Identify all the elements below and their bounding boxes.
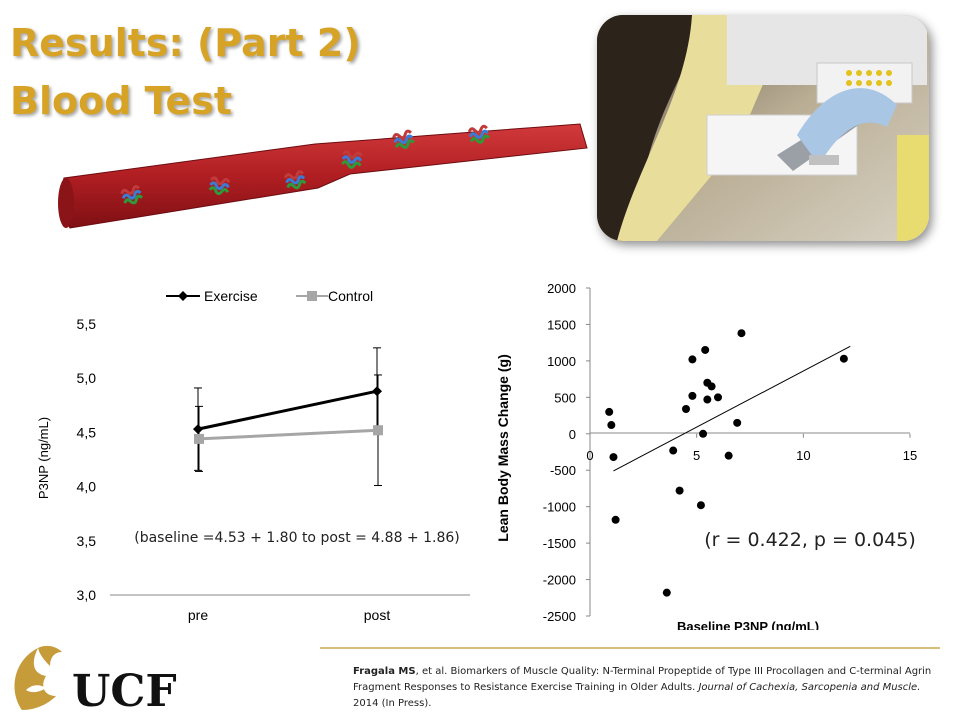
scatter-point (696, 501, 705, 510)
y-tick-label: 0 (569, 427, 576, 442)
scatter-point (669, 446, 678, 455)
scatter-point (675, 486, 684, 495)
trendline (613, 345, 851, 472)
y-tick-label: 1500 (547, 317, 576, 332)
y-tick-label: -2000 (543, 573, 576, 588)
y-tick-label: -500 (550, 463, 576, 478)
y-tick-label: 1000 (547, 354, 576, 369)
x-tick-label: 15 (903, 448, 917, 463)
footer: UCF (14, 645, 940, 717)
scatter-point (707, 382, 716, 391)
y-tick-label: 3,5 (77, 533, 97, 549)
y-tick-label: 4,0 (77, 479, 97, 495)
y-tick-label: 2000 (547, 281, 576, 296)
y-tick-label: 500 (554, 390, 576, 405)
scatter-point (737, 329, 746, 338)
chart2-x-axis-label: Baseline P3NP (ng/mL) (677, 619, 819, 630)
scatter-point (662, 588, 671, 597)
data-point-exercise (193, 424, 203, 435)
scatter-point (701, 345, 710, 354)
y-tick-label: 3,0 (77, 587, 97, 603)
y-tick-label: -1500 (543, 536, 576, 551)
lbm-scatter-chart: -2500 -2000 -1500 -1000 -500 0 500 1000 1500 2000… (495, 281, 917, 630)
scatter-point (703, 395, 712, 404)
citation: Fragala MS, et al. Biomarkers of Muscle … (353, 664, 933, 712)
title-line-1: Results: (Part 2) (10, 21, 361, 65)
y-tick-label: 5,0 (77, 370, 97, 386)
title-line-2: Blood Test (10, 79, 233, 123)
scatter-point (609, 453, 618, 462)
scatter-point (607, 421, 616, 430)
y-tick-label: 4,5 (77, 424, 97, 440)
x-tick-pre: pre (188, 607, 208, 623)
citation-author: Fragala MS (353, 666, 416, 677)
pegasus-icon (14, 645, 62, 710)
data-point-control (194, 433, 204, 444)
data-point-control (373, 425, 383, 436)
slide-title: Results: (Part 2) Blood Test (10, 14, 361, 130)
citation-tail: 2014 (In Press). (353, 698, 432, 709)
scatter-point (714, 393, 722, 402)
chart1-y-axis-label: P3NP (ng/mL) (36, 417, 51, 499)
series-line-control (198, 428, 379, 441)
scatter-point (724, 451, 733, 460)
scatter-point (688, 391, 697, 400)
lab-photo (597, 15, 929, 241)
citation-text: , et al. Biomarkers of Muscle Quality: N… (353, 666, 932, 693)
x-tick-post: post (364, 607, 391, 623)
x-tick-label: 5 (693, 448, 700, 463)
data-point-exercise (372, 386, 382, 397)
y-tick-label: 5,5 (77, 316, 97, 332)
ucf-wordmark: UCF (72, 666, 177, 717)
scatter-point (688, 355, 697, 364)
scatter-point (733, 418, 742, 427)
scatter-point (682, 404, 690, 413)
p3np-line-chart: Exercise Control 3,03,54,04,55,05,5 pre … (36, 288, 470, 623)
scatter-point (699, 429, 708, 438)
chart1-annotation: (baseline =4.53 + 1.80 to post = 4.88 + … (134, 530, 460, 546)
scatter-point (605, 407, 614, 416)
legend-control-label: Control (328, 288, 373, 304)
x-tick-label: 0 (586, 448, 593, 463)
y-tick-label: -1000 (543, 500, 576, 515)
legend-control-marker (307, 291, 317, 301)
blood-vessel-illustration (58, 123, 588, 229)
legend-exercise-marker (178, 291, 188, 301)
series-line-exercise (197, 389, 378, 431)
scatter-point (839, 354, 848, 363)
lab-photo-image (597, 15, 929, 241)
legend-exercise-label: Exercise (204, 288, 258, 304)
scatter-point (611, 515, 620, 524)
chart1-legend: Exercise Control (166, 288, 373, 304)
chart2-y-axis-label: Lean Body Mass Change (g) (495, 354, 511, 541)
x-tick-label: 10 (796, 448, 810, 463)
chart2-annotation: (r = 0.422, p = 0.045) (704, 529, 916, 551)
y-tick-label: -2500 (543, 609, 576, 624)
citation-journal: Journal of Cachexia, Sarcopenia and Musc… (698, 682, 921, 693)
